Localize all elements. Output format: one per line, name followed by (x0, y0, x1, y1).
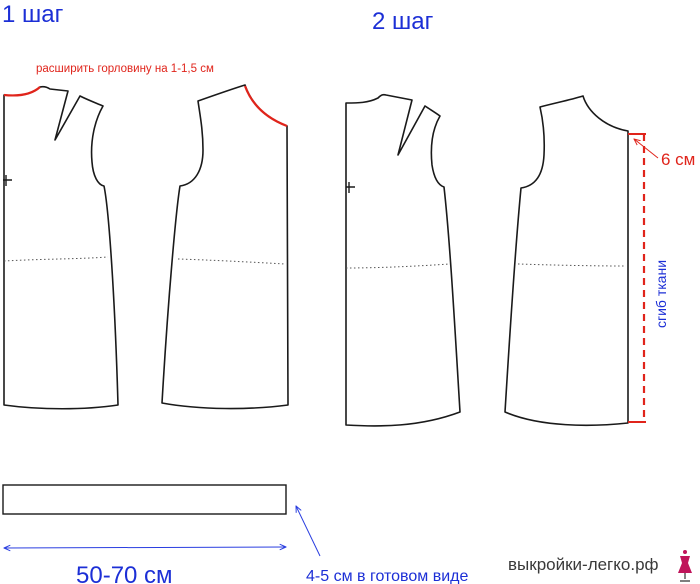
step1-heading: 1 шаг (2, 1, 64, 28)
strip-length-label: 50-70 см (76, 562, 173, 584)
strip-width-arrow (296, 506, 321, 557)
dress-form-icon (678, 550, 692, 582)
step1-back-piece (161, 84, 289, 410)
strip-width-label: 4-5 см в готовом виде (306, 568, 468, 584)
step1-front-piece (3, 85, 119, 410)
step2-heading: 2 шаг (372, 8, 434, 35)
neckline-note: расширить горловину на 1-1,5 см (36, 63, 214, 75)
neckband-strip (2, 484, 287, 515)
six-cm-label: 6 см (661, 150, 695, 169)
step2-front-piece (345, 93, 461, 427)
fold-line-ticks (628, 133, 646, 423)
step2-back-piece (504, 95, 629, 427)
strip-length-arrow (4, 547, 286, 548)
fold-label: сгиб ткани (653, 260, 669, 328)
six-cm-arrow (634, 139, 659, 159)
watermark: выкройки-легко.рф (508, 555, 659, 574)
